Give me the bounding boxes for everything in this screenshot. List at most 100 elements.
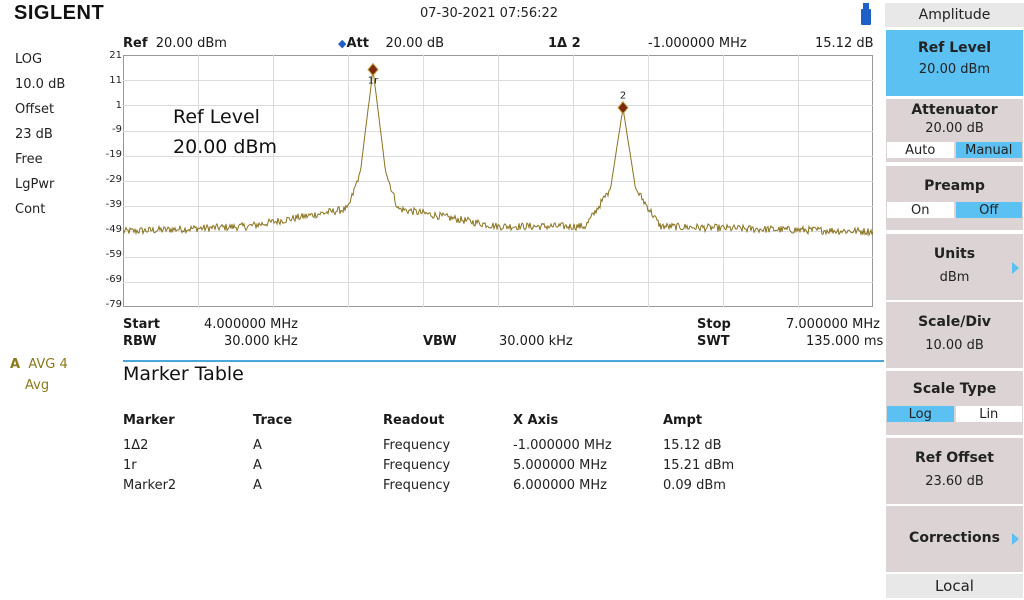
trace-indicator[interactable]: A AVG 4	[10, 357, 68, 372]
attenuator-value: 20.00 dB	[925, 121, 984, 136]
section-divider	[123, 360, 884, 362]
cell-readout: Frequency	[383, 458, 451, 473]
cell-readout: Frequency	[383, 438, 451, 453]
swt-label: SWT	[697, 334, 730, 349]
preamp-off[interactable]: Off	[954, 201, 1023, 219]
rbw-label: RBW	[123, 334, 157, 349]
cell-readout: Frequency	[383, 478, 451, 493]
trace-letter: A	[10, 357, 21, 372]
units-button[interactable]: Units dBm	[886, 234, 1023, 300]
cell-marker: 1r	[123, 458, 137, 473]
offset-value: 23 dB	[15, 127, 53, 142]
datetime: 07-30-2021 07:56:22	[420, 6, 559, 21]
preamp-on[interactable]: On	[886, 201, 955, 219]
cell-xaxis: -1.000000 MHz	[513, 438, 612, 453]
swt-value: 135.000 ms	[806, 334, 884, 349]
attenuator-auto[interactable]: Auto	[886, 141, 955, 159]
y-tick-label: -29	[105, 174, 122, 185]
trace-avg: AVG 4	[28, 357, 68, 372]
y-tick-label: -39	[105, 199, 122, 210]
cell-marker: 1Δ2	[123, 438, 149, 453]
trigger-mode: Free	[15, 152, 43, 167]
menu-title: Amplitude	[885, 3, 1024, 27]
y-tick-label: 1	[115, 100, 122, 111]
col-header-xaxis: X Axis	[513, 413, 559, 428]
vbw-label: VBW	[423, 334, 457, 349]
softkey-menu: Amplitude Ref Level 20.00 dBm Attenuator…	[885, 0, 1024, 600]
scale-type-button[interactable]: Scale Type	[886, 371, 1023, 435]
attenuator-manual[interactable]: Manual	[954, 141, 1023, 159]
cell-xaxis: 5.000000 MHz	[513, 458, 607, 473]
spectrum-plot[interactable]: 1r 2	[123, 55, 873, 307]
rbw-value: 30.000 kHz	[224, 334, 298, 349]
ref-level-value: 20.00 dBm	[918, 62, 991, 77]
scale-type-log[interactable]: Log	[886, 405, 955, 423]
stop-label: Stop	[697, 317, 731, 332]
marker-readout-ampt: 15.12 dB	[815, 36, 874, 51]
y-tick-label: 21	[109, 50, 122, 61]
scale-div-button[interactable]: Scale/Div 10.00 dB	[886, 302, 1023, 368]
cell-ampt: 15.12 dB	[663, 438, 722, 453]
scale-div-indicator: 10.0 dB	[15, 77, 66, 92]
col-header-readout: Readout	[383, 413, 445, 428]
corrections-button[interactable]: Corrections	[886, 506, 1023, 572]
vbw-value: 30.000 kHz	[499, 334, 573, 349]
detector-mode: LgPwr	[15, 177, 55, 192]
sweep-mode: Cont	[15, 202, 46, 217]
preamp-button[interactable]: Preamp	[886, 166, 1023, 230]
att-label: Att	[346, 36, 369, 51]
marker-readout-freq: -1.000000 MHz	[648, 36, 747, 51]
cell-marker: Marker2	[123, 478, 177, 493]
scale-type-toggle: Log Lin	[886, 405, 1023, 423]
preamp-toggle: On Off	[886, 201, 1023, 219]
marker-label: 1r	[368, 76, 379, 87]
y-tick-label: -79	[105, 299, 122, 310]
start-label: Start	[123, 317, 160, 332]
cell-trace: A	[253, 438, 262, 453]
att-readout: ◆Att 20.00 dB	[338, 36, 444, 51]
start-value: 4.000000 MHz	[204, 317, 298, 332]
cell-trace: A	[253, 458, 262, 473]
offset-label: Offset	[15, 102, 55, 117]
attenuator-toggle: Auto Manual	[886, 141, 1023, 159]
trace-line	[123, 69, 873, 237]
scale-div-label: Scale/Div	[918, 314, 991, 330]
col-header-ampt: Ampt	[663, 413, 703, 428]
ref-level-label: Ref Level	[917, 40, 992, 56]
marker-readout-label: 1Δ 2	[548, 36, 581, 51]
scale-type-label: Scale Type	[912, 381, 997, 397]
scale-div-value: 10.00 dB	[925, 338, 984, 353]
col-header-trace: Trace	[253, 413, 293, 428]
y-tick-label: -9	[112, 124, 122, 135]
ref-offset-label: Ref Offset	[914, 450, 994, 466]
overlay-line1: Ref Level	[173, 106, 260, 128]
preamp-label: Preamp	[924, 178, 985, 194]
cell-trace: A	[253, 478, 262, 493]
attenuator-label: Attenuator	[911, 102, 998, 118]
ref-offset-value: 23.60 dB	[925, 474, 984, 489]
scale-type-lin[interactable]: Lin	[954, 405, 1023, 423]
stop-value: 7.000000 MHz	[786, 317, 880, 332]
ref-readout: Ref 20.00 dBm	[123, 36, 227, 51]
cell-ampt: 15.21 dBm	[663, 458, 735, 473]
marker-label: 2	[620, 91, 626, 102]
plot-grid	[123, 55, 873, 307]
local-button[interactable]: Local	[886, 574, 1023, 598]
scale-type-indicator: LOG	[15, 52, 43, 67]
ref-offset-button[interactable]: Ref Offset 23.60 dB	[886, 438, 1023, 504]
trace-mode: Avg	[25, 378, 50, 393]
ref-level-button[interactable]: Ref Level 20.00 dBm	[886, 30, 1023, 96]
y-tick-label: -49	[105, 224, 122, 235]
overlay-line2: 20.00 dBm	[173, 136, 278, 158]
y-tick-label: 11	[109, 75, 122, 86]
submenu-arrow-icon	[1012, 262, 1019, 274]
y-tick-label: -19	[105, 149, 122, 160]
col-header-marker: Marker	[123, 413, 175, 428]
submenu-arrow-icon	[1012, 533, 1019, 545]
y-tick-label: -59	[105, 249, 122, 260]
units-value: dBm	[939, 270, 970, 285]
brand-logo: SIGLENT	[14, 2, 105, 24]
y-tick-label: -69	[105, 274, 122, 285]
corrections-label: Corrections	[909, 530, 1000, 546]
marker-diamond-icon	[367, 62, 379, 77]
